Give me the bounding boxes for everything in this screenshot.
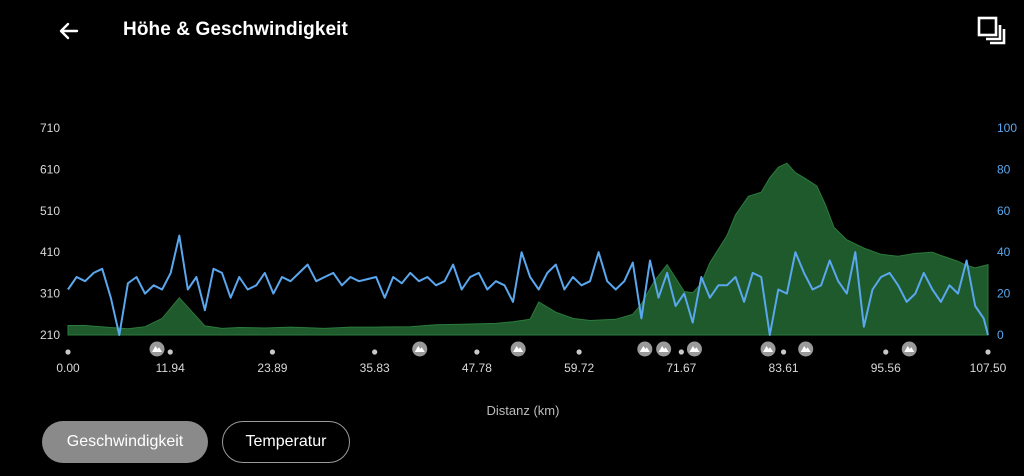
- x-tick-dot: [678, 349, 684, 355]
- x-axis-tick: 47.78: [462, 361, 492, 375]
- mountain-marker-icon[interactable]: [760, 341, 776, 357]
- mountain-marker-icon[interactable]: [510, 341, 526, 357]
- x-tick-dot: [167, 349, 173, 355]
- right-axis-tick: 80: [997, 162, 1011, 176]
- x-axis-label: Distanz (km): [487, 403, 560, 418]
- mountain-marker-icon[interactable]: [656, 341, 672, 357]
- poi-markers: [149, 341, 917, 357]
- left-axis-tick: 210: [40, 328, 60, 342]
- mountain-marker-icon[interactable]: [149, 341, 165, 357]
- left-axis-tick: 510: [40, 204, 60, 218]
- x-axis-tick: 107.50: [970, 361, 1007, 375]
- x-tick-dot: [780, 349, 787, 355]
- x-axis-tick: 59.72: [564, 361, 594, 375]
- right-axis-tick: 60: [997, 204, 1011, 218]
- left-axis-tick: 610: [40, 162, 60, 176]
- mountain-marker-icon[interactable]: [798, 341, 814, 357]
- elevation-speed-chart: 710 610 510 410 310 210 100 80 60 40 20 0 0.00 11.9…: [40, 121, 1017, 418]
- mountain-marker-icon[interactable]: [901, 341, 917, 357]
- fullscreen-button[interactable]: [972, 12, 1012, 50]
- left-axis: 710 610 510 410 310 210: [40, 121, 60, 342]
- arrow-left-icon: [59, 22, 79, 40]
- x-axis-tick: 11.94: [156, 361, 185, 375]
- x-tick-dot: [372, 349, 378, 355]
- x-tick-dot: [474, 349, 480, 355]
- right-axis: 100 80 60 40 20 0: [997, 121, 1017, 342]
- x-axis-tick: 83.61: [769, 361, 799, 375]
- mountain-marker-icon[interactable]: [412, 341, 428, 357]
- x-tick-dot: [985, 349, 991, 355]
- x-tick-dot: [576, 349, 582, 355]
- speed-toggle-button[interactable]: Geschwindigkeit: [42, 421, 208, 463]
- mountain-marker-icon[interactable]: [686, 341, 702, 357]
- x-axis-tick: 0.00: [56, 361, 80, 375]
- mountain-marker-icon[interactable]: [637, 341, 653, 357]
- top-bar: Höhe & Geschwindigkeit: [0, 0, 1024, 62]
- x-axis: 0.00 11.94 23.89 35.83 47.78 59.72 71.67 83.61 9…: [56, 349, 1007, 375]
- x-tick-dot: [65, 349, 71, 355]
- x-tick-dot: [883, 349, 889, 355]
- fullscreen-icon: [977, 16, 1006, 45]
- x-axis-tick: 71.67: [666, 361, 696, 375]
- elevation-area: [67, 162, 989, 336]
- left-axis-tick: 310: [40, 287, 60, 301]
- x-axis-tick: 23.89: [257, 361, 287, 375]
- right-axis-tick: 100: [997, 121, 1017, 135]
- x-axis-tick: 35.83: [360, 361, 390, 375]
- x-axis-tick: 95.56: [871, 361, 901, 375]
- back-button[interactable]: [50, 12, 88, 50]
- left-axis-tick: 710: [40, 121, 60, 135]
- right-axis-tick: 20: [997, 287, 1011, 301]
- right-axis-tick: 0: [997, 328, 1004, 342]
- plot-area: [67, 162, 989, 336]
- left-axis-tick: 410: [40, 245, 60, 259]
- speed-line: [67, 234, 989, 336]
- temperature-toggle-button[interactable]: Temperatur: [222, 421, 350, 463]
- page-title: Höhe & Geschwindigkeit: [123, 19, 348, 40]
- x-tick-dot: [269, 349, 276, 355]
- right-axis-tick: 40: [997, 245, 1011, 259]
